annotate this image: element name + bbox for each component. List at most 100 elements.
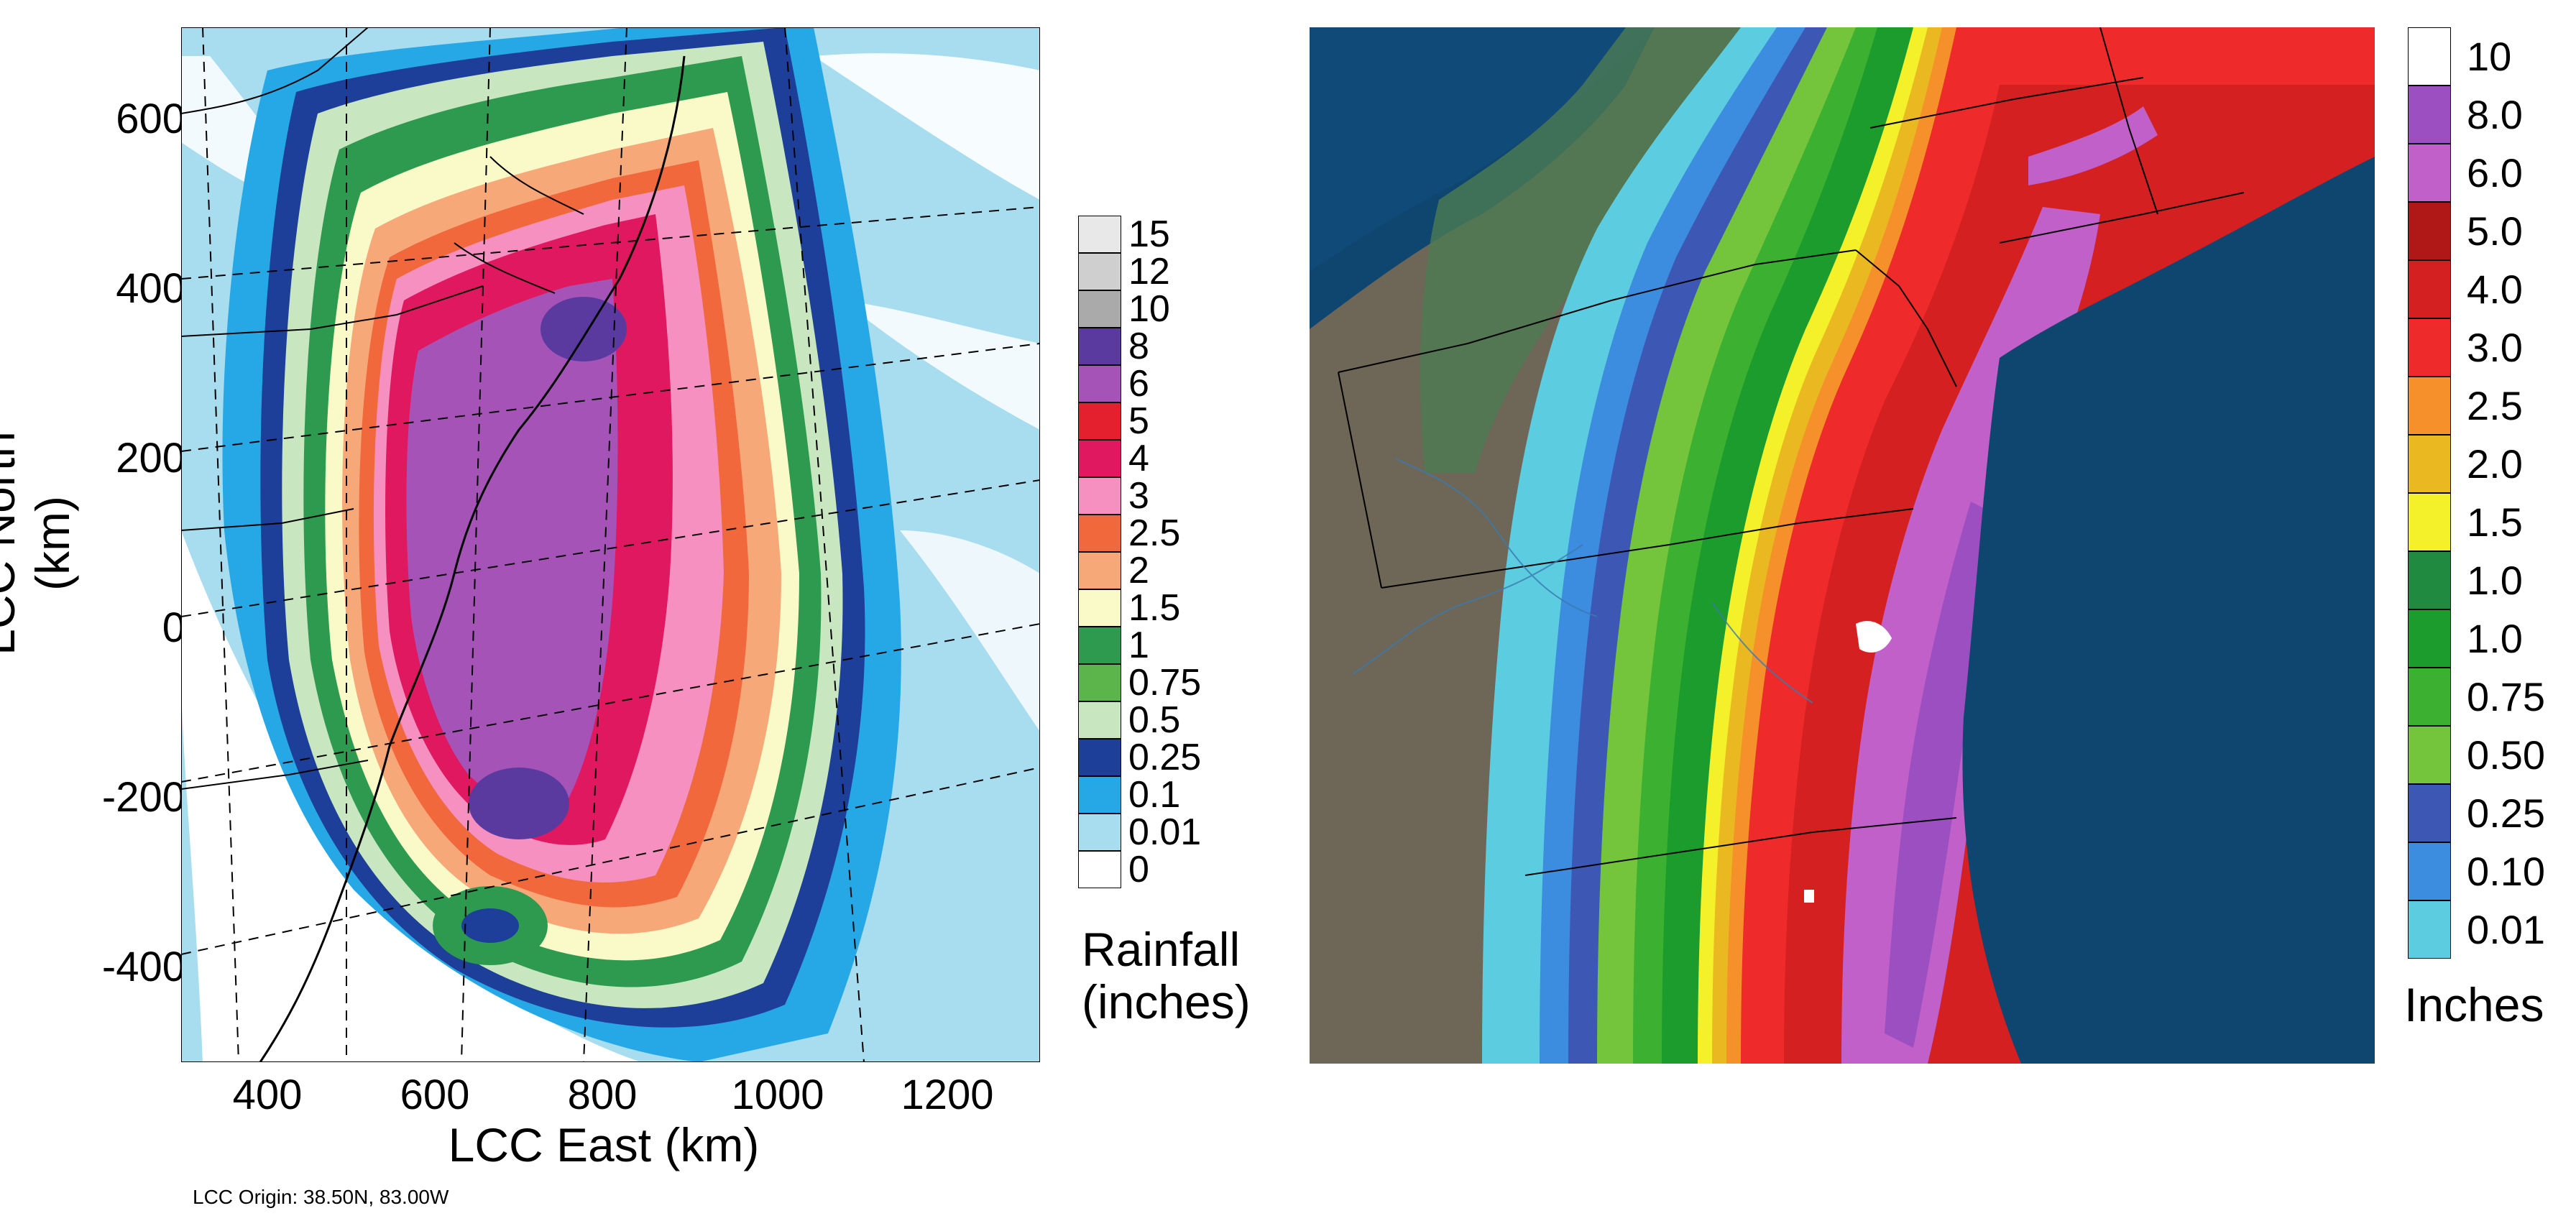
legend-label: 0.75 [2467,673,2545,719]
legend-entry: 6 [1078,365,1149,402]
legend-swatch [2408,668,2451,726]
legend-label: 1.0 [2467,557,2523,603]
legend-swatch [2408,86,2451,144]
y-tick-label: 600 [116,96,185,142]
legend-label: 0.1 [1128,774,1181,816]
lcc-origin-note: LCC Origin: 38.50N, 83.00W [193,1186,449,1208]
legend-swatch [1078,664,1121,701]
legend-label: 1.0 [2467,615,2523,661]
legend-label: 5.0 [2467,208,2523,254]
legend-entry: 0.01 [2408,900,2545,959]
legend-entry: 0.01 [1078,814,1201,851]
legend-title-line2: (inches) [1082,975,1251,1028]
legend-swatch [2408,377,2451,435]
x-tick-label: 600 [400,1072,470,1118]
legend-swatch [2408,435,2451,493]
x-tick-label: 1200 [901,1072,994,1118]
legend-swatch [2408,260,2451,318]
inches-legend: 10 8.0 6.0 5.0 4.0 3.0 2.5 2.0 1.5 1.0 1.0 0.75 0.50… [2408,27,2576,962]
legend-label: 0.01 [1128,811,1202,853]
legend-swatch [1078,814,1121,851]
y-tick-label: -200 [101,774,185,821]
legend-entry: 1.5 [1078,589,1180,627]
legend-entry: 0.50 [2408,726,2545,784]
legend-entry: 15 [1078,216,1170,253]
left-panel: LCC North (km) 600 400 200 0 -200 -400 [0,27,1251,1208]
legend-swatch [1078,216,1121,253]
legend-entry: 5 [1078,402,1149,440]
legend-entry: 1 [1078,627,1149,664]
right-legend-title: Inches [2404,978,2544,1031]
y-tick-label: 200 [116,435,185,482]
legend-swatch [1078,552,1121,589]
legend-swatch [1078,328,1121,365]
right-panel: 10 8.0 6.0 5.0 4.0 3.0 2.5 2.0 1.5 1.0 1.0 0.75 0.50… [1308,0,2576,1221]
legend-swatch [1078,253,1121,290]
legend-label: 1 [1128,625,1149,666]
legend-swatch [1078,290,1121,328]
legend-swatch [2408,144,2451,202]
legend-label: 2.5 [2467,382,2523,428]
legend-title: Rainfall (inches) [1082,923,1251,1028]
legend-label: 1.5 [2467,499,2523,545]
legend-swatch [2408,27,2451,86]
legend-label: 2.0 [2467,441,2523,487]
legend-entry: 1.0 [2408,609,2523,668]
y-tick-label: 0 [162,604,185,651]
legend-entry: 10 [1078,290,1170,328]
legend-label: 15 [1128,213,1170,255]
legend-entry: 1.5 [2408,493,2523,551]
legend-label: 2.5 [1128,512,1181,554]
legend-entry: 2 [1078,552,1149,589]
legend-swatch [1078,851,1121,888]
x-axis-title: LCC East (km) [448,1118,760,1171]
legend-swatch [1078,477,1121,515]
legend-entry: 2.5 [2408,377,2523,435]
legend-swatch [1078,701,1121,739]
legend-label: 8 [1128,326,1149,367]
legend-entry: 0.25 [2408,784,2545,842]
x-tick-label: 1000 [731,1072,824,1118]
legend-swatch [1078,440,1121,477]
legend-entry: 1.0 [2408,551,2523,609]
legend-entry: 0.75 [1078,664,1201,701]
legend-title-line1: Rainfall [1082,923,1241,976]
legend-label: 5 [1128,400,1149,442]
x-tick-label: 400 [232,1072,303,1118]
rainfall-radar-map [1310,27,2375,1064]
legend-label: 10 [2467,33,2512,79]
legend-swatch [2408,784,2451,842]
legend-swatch [1078,589,1121,627]
legend-entry: 0.75 [2408,668,2545,726]
legend-entry: 12 [1078,253,1170,290]
legend-entry: 10 [2408,27,2511,86]
legend-entry: 0.25 [1078,739,1201,776]
legend-swatch [1078,402,1121,440]
legend-swatch [2408,609,2451,668]
legend-label: 10 [1128,288,1170,330]
legend-entry: 6.0 [2408,144,2523,202]
legend-entry: 4.0 [2408,260,2523,318]
legend-swatch [2408,493,2451,551]
legend-entry: 0.10 [2408,842,2545,900]
legend-label: 8.0 [2467,91,2523,137]
legend-swatch [2408,318,2451,377]
legend-entry: 0 [1078,851,1149,888]
legend-swatch [2408,900,2451,959]
legend-label: 2 [1128,550,1149,591]
legend-entry: 2.0 [2408,435,2523,493]
legend-label: 0 [1128,849,1149,890]
legend-swatch [1078,627,1121,664]
legend-label: 6 [1128,363,1149,405]
legend-swatch [1078,739,1121,776]
legend-label: 0.10 [2467,848,2545,894]
y-tick-label: 400 [116,265,185,312]
legend-entry: 8.0 [2408,86,2523,144]
legend-label: 12 [1128,251,1170,292]
legend-entry: 3 [1078,477,1149,515]
legend-entry: 5.0 [2408,202,2523,260]
y-axis-title: LCC North (km) [0,431,79,655]
legend-label: 0.01 [2467,906,2545,952]
legend-label: 4.0 [2467,266,2523,312]
legend-entry: 4 [1078,440,1149,477]
